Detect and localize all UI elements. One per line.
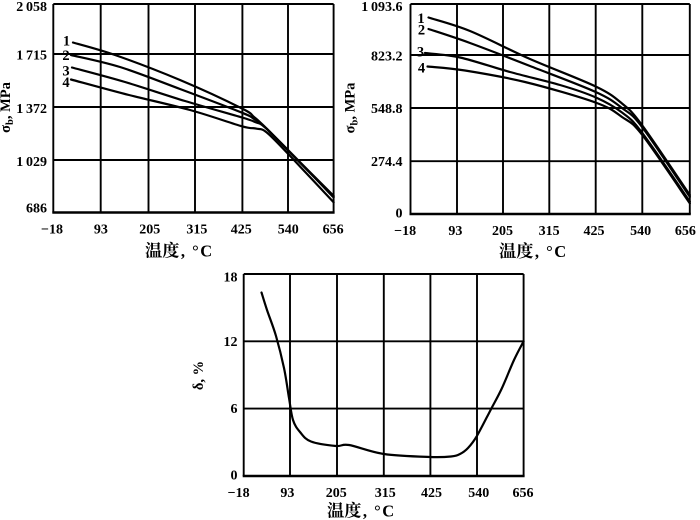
svg-text:205: 205 — [326, 486, 347, 501]
svg-text:2 058: 2 058 — [16, 0, 47, 15]
svg-text:548.8: 548.8 — [371, 102, 403, 117]
svg-text:540: 540 — [278, 223, 299, 238]
svg-text:425: 425 — [421, 486, 442, 501]
svg-text:0: 0 — [396, 206, 403, 221]
svg-text:18: 18 — [224, 270, 238, 285]
svg-text:, °C: , °C — [181, 242, 214, 261]
svg-text:3: 3 — [62, 64, 69, 80]
svg-text:425: 425 — [584, 224, 605, 239]
svg-text:4: 4 — [418, 61, 425, 77]
svg-text:823.2: 823.2 — [371, 49, 403, 64]
svg-text:, °C: , °C — [363, 502, 396, 520]
svg-text:686: 686 — [26, 201, 47, 216]
svg-text:−18: −18 — [394, 224, 416, 239]
svg-text:2: 2 — [418, 22, 425, 38]
svg-text:1 093.6: 1 093.6 — [361, 0, 402, 15]
svg-text:205: 205 — [492, 224, 513, 239]
svg-text:1: 1 — [63, 34, 70, 50]
svg-text:656: 656 — [675, 224, 696, 239]
svg-text:1 372: 1 372 — [16, 102, 47, 117]
svg-text:1: 1 — [417, 11, 424, 27]
svg-text:540: 540 — [468, 486, 489, 501]
svg-text:δ, %: δ, % — [191, 361, 207, 390]
svg-text:12: 12 — [224, 335, 238, 350]
svg-text:σb, MPa: σb, MPa — [343, 82, 361, 134]
svg-text:540: 540 — [630, 224, 651, 239]
svg-text:6: 6 — [231, 402, 238, 417]
svg-text:3: 3 — [417, 44, 424, 60]
svg-text:205: 205 — [139, 223, 160, 238]
svg-text:93: 93 — [94, 223, 108, 238]
svg-text:, °C: , °C — [535, 242, 568, 261]
svg-text:0: 0 — [231, 468, 238, 483]
svg-text:93: 93 — [280, 486, 294, 501]
svg-text:315: 315 — [375, 486, 396, 501]
svg-text:656: 656 — [323, 223, 344, 238]
svg-text:−18: −18 — [228, 486, 250, 501]
svg-text:−18: −18 — [41, 223, 63, 238]
svg-text:93: 93 — [448, 224, 462, 239]
svg-text:1 715: 1 715 — [16, 48, 47, 63]
svg-text:656: 656 — [513, 486, 534, 501]
svg-text:σb, MPa: σb, MPa — [0, 81, 16, 133]
svg-text:1 029: 1 029 — [16, 155, 47, 170]
svg-text:2: 2 — [62, 48, 69, 64]
svg-text:4: 4 — [62, 75, 69, 91]
svg-text:315: 315 — [186, 223, 207, 238]
svg-text:425: 425 — [231, 223, 252, 238]
svg-text:274.4: 274.4 — [371, 155, 403, 170]
svg-text:315: 315 — [539, 224, 560, 239]
